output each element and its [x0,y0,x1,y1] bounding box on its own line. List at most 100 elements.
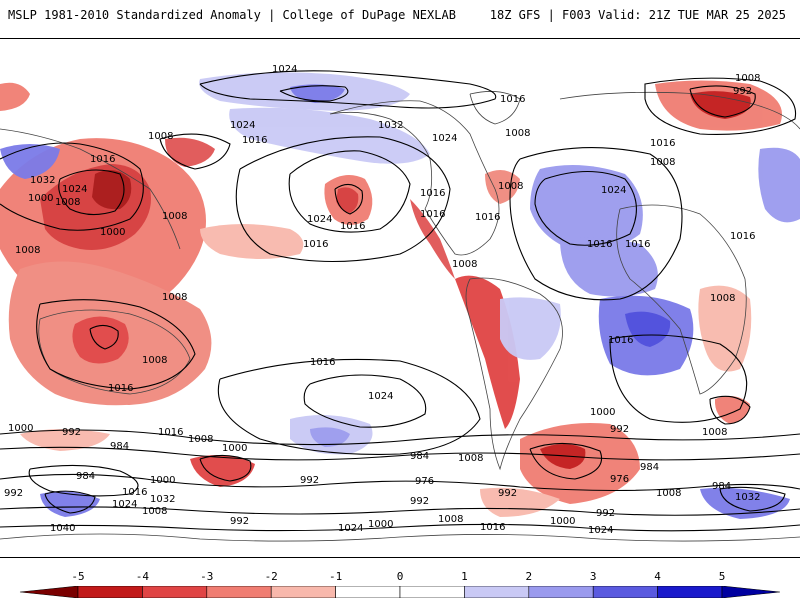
isobar-australia-low [89,324,119,350]
colorbar-segment [206,586,272,598]
isobar-southern-976b [529,442,602,480]
contour-label: 1016 [90,154,115,165]
contour-label: 1032 [735,492,760,503]
contour-label: 984 [640,462,659,473]
isobar-southern-992 [0,473,800,492]
isobar-europe-1008 [644,77,797,135]
contour-label: 1016 [420,209,445,220]
contour-label: 976 [415,476,434,487]
contour-label: 1024 [112,499,137,510]
isobar-asia-1016 [0,142,144,231]
contour-label: 1000 [28,193,53,204]
colorbar-arrow-low [19,586,79,598]
map-canvas: 1024 1008 992 1016 1032 1024 1008 1016 1… [0,39,800,557]
contour-label: 1024 [338,523,363,534]
isobar-north-pacific-1024 [288,150,411,233]
contour-label: 1008 [162,292,187,303]
colorbar-tick-label: 0 [396,570,404,583]
contour-label: 1016 [122,487,147,498]
colorbar-bar [19,586,781,598]
colorbar-tick-label: -3 [200,570,214,583]
coastline-antarctica [0,533,800,542]
contour-label: 1000 [100,227,125,238]
isobar-arctic-1024 [199,70,497,109]
contour-label: 1016 [500,94,525,105]
contour-label: 1032 [30,175,55,186]
contour-label: 992 [733,86,752,97]
contour-label: 992 [498,488,517,499]
header: MSLP 1981-2010 Standardized Anomaly | Co… [0,0,800,36]
colorbar-tick-label: -4 [135,570,150,583]
contour-label: 1000 [550,516,575,527]
contour-label: 1024 [601,185,626,196]
contour-label: 1016 [242,135,267,146]
contour-label: 1016 [310,357,335,368]
contour-label: 1008 [142,355,167,366]
contour-label: 1016 [108,383,133,394]
contour-label-layer: 1024 1008 992 1016 1032 1024 1008 1016 1… [4,64,760,536]
anomaly-south-pacific-core-pos [310,427,350,447]
contour-label: 1024 [62,184,87,195]
contour-label: 992 [596,508,615,519]
colorbar-tick-label: -2 [264,570,278,583]
contour-label: 984 [712,481,731,492]
contour-label: 1016 [420,188,445,199]
coastline-layer [0,91,800,542]
coastline-greenland [469,91,521,125]
contour-label: 1008 [702,427,727,438]
run-info: 18Z GFS | F003 Valid: 21Z TUE MAR 25 202… [489,8,786,22]
contour-label: 1024 [307,214,332,225]
contour-label: 1032 [378,120,403,131]
contour-label: 1024 [272,64,297,75]
contour-label: 992 [230,516,249,527]
anomaly-europe-core [690,91,751,119]
contour-label: 1016 [475,212,500,223]
anomaly-atlantic-pos [530,165,643,252]
anomaly-mexico-coast [410,199,455,279]
contour-label: 1000 [222,443,247,454]
isobar-australia-1008 [36,299,196,390]
isobar-antarctic-1040 [44,490,96,514]
contour-label: 1008 [656,488,681,499]
anomaly-pacific-core [336,187,359,213]
contour-label: 1016 [730,231,755,242]
contour-label: 992 [4,488,23,499]
anomaly-south-atlantic-core [540,444,586,469]
contour-label: 1016 [608,335,633,346]
colorbar-tick-label: -5 [71,570,85,583]
contour-label: 1008 [55,197,80,208]
colorbar-segment [270,586,336,598]
contour-label: 1008 [710,293,735,304]
isobar-mid-atlantic-1016 [509,147,683,301]
contour-label: 1008 [452,259,477,270]
colorbar-segment [528,586,594,598]
contour-label: 1008 [142,506,167,517]
contour-label: 1016 [340,221,365,232]
contour-label: 1008 [148,131,173,142]
contour-label: 1008 [650,157,675,168]
colorbar-tick-label: 3 [589,570,597,583]
contour-label: 1024 [368,391,393,402]
contour-label: 976 [610,474,629,485]
contour-label: 1008 [162,211,187,222]
contour-label: 1000 [150,475,175,486]
isobar-arctic-inner [279,85,349,102]
isobar-antarctic-1008 [0,506,800,516]
colorbar-tick-label: 2 [525,570,533,583]
anomaly-indian-east-pos [758,147,800,223]
isobar-asia-1008 [58,169,125,216]
colorbar-segment [142,586,208,598]
colorbar-segment [399,586,465,598]
colorbar-arrow-high [721,586,781,598]
contour-label: 1008 [458,453,483,464]
anomaly-antarctic-west-pos [40,491,100,517]
isobar-south-pacific-1024 [303,374,427,428]
contour-label: 984 [76,471,95,482]
positive-anomaly-layer [0,72,800,519]
contour-label: 1008 [188,434,213,445]
contour-label: 1016 [587,239,612,250]
coastline-africa [616,204,747,395]
contour-label: 1000 [368,519,393,530]
colorbar-segment [657,586,723,598]
isobar-antarctic-1032 [719,486,786,512]
